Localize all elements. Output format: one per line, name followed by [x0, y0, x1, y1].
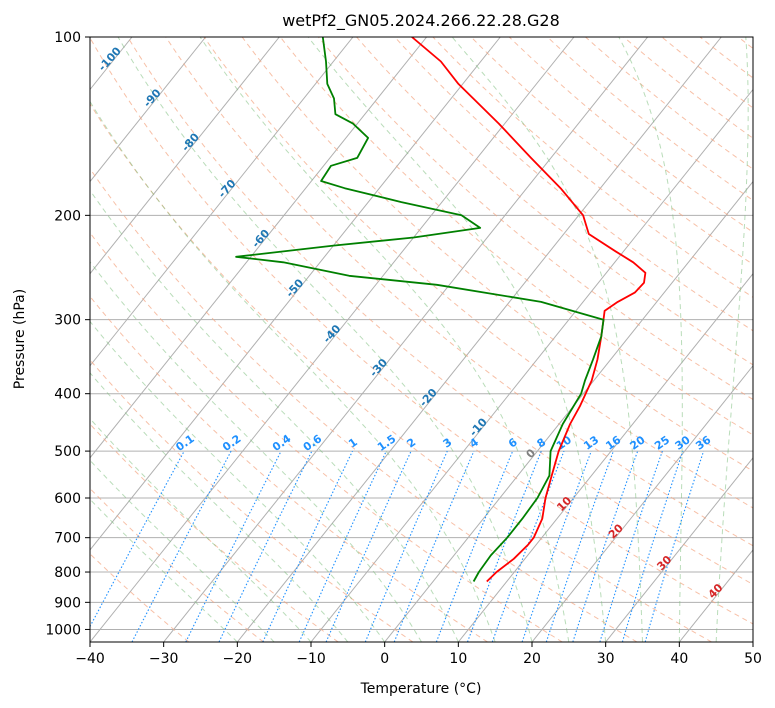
y-tick-label: 900	[54, 595, 81, 611]
moist-adiabat-line	[451, 37, 643, 642]
dry-adiabat-line	[90, 487, 264, 642]
x-tick-label: −20	[223, 651, 253, 667]
moist-adiabat-line	[90, 417, 312, 642]
dry-adiabat-line	[394, 37, 753, 332]
dry-adiabat-line	[547, 37, 753, 201]
y-tick-label: 200	[54, 208, 81, 224]
dry-adiabat-line	[470, 37, 753, 265]
plot-frame	[89, 36, 754, 643]
dry-adiabat-line	[203, 37, 753, 509]
sounding-profiles	[235, 37, 647, 583]
grid-lines	[90, 37, 753, 642]
x-tick-label: −30	[149, 651, 179, 667]
dry-adiabat-line	[127, 37, 753, 585]
y-tick-label: 1000	[45, 622, 81, 638]
moist-adiabat-line	[307, 37, 607, 642]
dry-adiabat-line	[90, 231, 563, 642]
y-tick-label: 700	[54, 531, 81, 547]
mixing-ratio-line	[131, 450, 232, 642]
dry-adiabat-line	[356, 37, 753, 366]
y-tick-label: 400	[54, 387, 81, 403]
isotherm-gridline	[605, 457, 753, 642]
x-tick-label: 50	[744, 651, 762, 667]
moist-adiabat-line	[90, 189, 459, 642]
y-tick-label: 800	[54, 565, 81, 581]
moist-adiabat-line	[90, 320, 386, 642]
chart-title: wetPf2_GN05.2024.266.22.28.G28	[282, 11, 560, 31]
x-axis-label: Temperature (°C)	[360, 681, 482, 697]
isotherm-gridline	[90, 37, 354, 367]
isotherm-gridline	[90, 37, 428, 459]
dry-adiabat-line	[90, 423, 339, 642]
y-tick-label: 100	[54, 30, 81, 46]
isotherm-gridline	[384, 180, 753, 642]
moist-adiabat-line	[117, 37, 533, 642]
moist-adiabat-line	[90, 261, 422, 642]
dry-adiabat-line	[279, 37, 753, 436]
isotherm-gridline	[90, 37, 207, 183]
y-axis-label: Pressure (hPa)	[12, 289, 28, 389]
dry-adiabat-line	[165, 37, 753, 547]
isotherm-gridline	[457, 272, 753, 642]
moist-adiabat-line	[90, 372, 349, 642]
dry-adiabat-line	[241, 37, 753, 472]
moist-adiabat-line	[618, 37, 683, 642]
x-tick-label: 40	[670, 651, 688, 667]
x-tick-label: 0	[380, 651, 389, 667]
dewpoint-profile-line	[235, 37, 605, 582]
x-tick-label: 30	[597, 651, 615, 667]
dry-adiabat-line	[90, 102, 712, 642]
x-tick-label: −40	[75, 651, 105, 667]
isotherm-gridline	[531, 364, 753, 642]
x-tick-label: 20	[523, 651, 541, 667]
y-tick-label: 500	[54, 444, 81, 460]
mixing-ratio-line	[521, 450, 592, 642]
moist-adiabat-line	[715, 37, 749, 642]
isotherm-gridline	[163, 37, 649, 642]
dry-adiabat-line	[90, 295, 488, 642]
dry-adiabat-line	[432, 37, 753, 298]
x-tick-label: 10	[449, 651, 467, 667]
mixing-ratio-line	[393, 450, 475, 642]
isotherm-gridline	[90, 37, 280, 275]
mixing-ratio-line	[218, 450, 313, 642]
dry-adiabat-line	[90, 37, 753, 625]
mixing-ratio-line	[90, 450, 185, 628]
isotherm-gridline	[236, 37, 722, 642]
mixing-ratio-line	[435, 450, 514, 642]
moist-adiabat-line	[90, 100, 496, 642]
dry-adiabat-line	[508, 37, 753, 233]
dry-adiabat-line	[318, 37, 753, 401]
mixing-ratio-line	[185, 450, 282, 642]
y-tick-label: 600	[54, 491, 81, 507]
mixing-ratio-line	[466, 450, 542, 642]
isotherm-gridline	[90, 37, 501, 551]
temperature-profile-line	[411, 37, 647, 583]
y-tick-label: 300	[54, 313, 81, 329]
mixing-ratio-line	[545, 450, 614, 642]
x-tick-label: −10	[296, 651, 326, 667]
dry-adiabat-line	[90, 167, 638, 642]
mixing-ratio-line	[262, 450, 353, 642]
